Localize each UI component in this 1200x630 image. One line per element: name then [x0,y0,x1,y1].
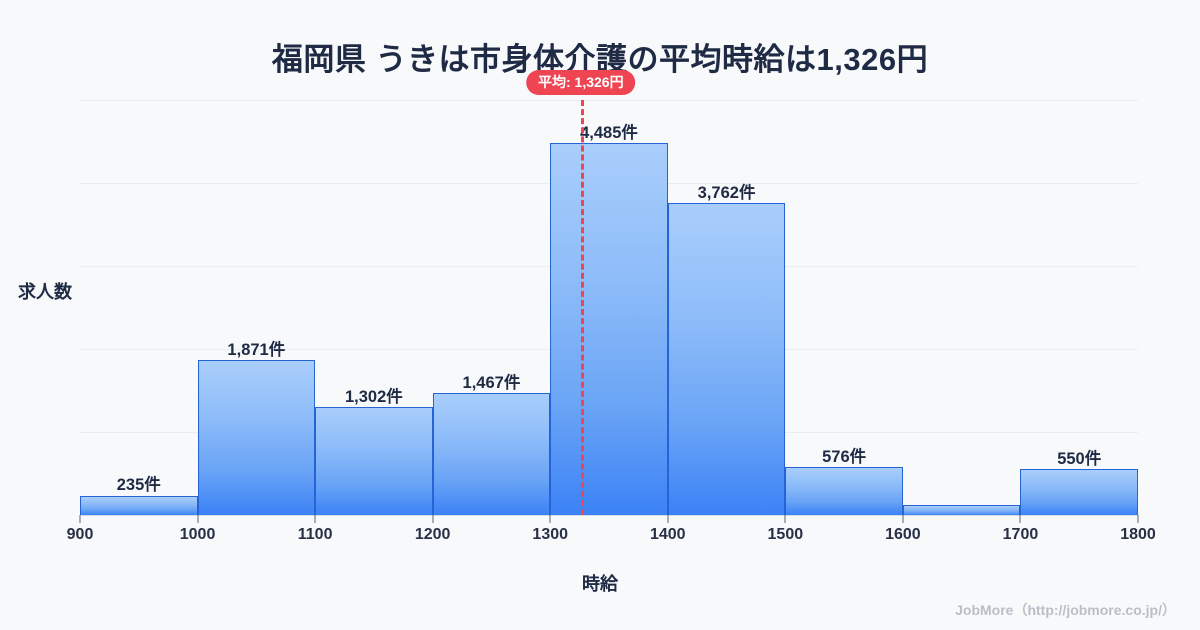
bar-value-label: 1,871件 [227,340,286,359]
watermark-credit: JobMore（http://jobmore.co.jp/） [955,602,1176,618]
x-tick-label: 1200 [414,526,451,543]
x-tick-mark [432,515,434,523]
x-tick-label: 1400 [649,526,686,543]
x-tick-label: 1100 [297,526,333,543]
x-tick-label: 1600 [885,526,921,543]
histogram-bar[interactable] [785,467,903,515]
x-tick-label: 1800 [1120,526,1156,543]
histogram-bar[interactable] [550,142,668,515]
bar-value-label: 576件 [822,448,867,467]
x-tick-label: 1000 [179,526,216,543]
x-tick-label: 1300 [532,526,569,543]
x-tick-mark [197,515,199,523]
histogram-bar[interactable] [1020,469,1138,515]
gridline [80,100,1138,101]
histogram-bar[interactable] [667,202,786,515]
bar-value-label: 3,762件 [697,183,756,202]
bar-value-label: 235件 [116,476,161,495]
x-tick-mark [549,515,551,523]
histogram-bar[interactable] [902,505,1021,515]
x-tick-label: 900 [66,526,94,543]
x-tick-label: 1700 [1002,526,1039,543]
bar-value-label: 550件 [1057,450,1102,469]
x-tick-mark [784,515,786,523]
x-tick-mark [902,515,904,523]
x-axis-title: 時給 [582,574,618,594]
plot-area: 235件 1,871件 1,302件 1,467件 4,485件 3,762件 576件 55… [80,70,1138,515]
bar-value-label: 4,485件 [580,123,638,142]
bar-value-label: 1,302件 [344,387,403,406]
x-tick-mark [79,515,81,523]
histogram-bar[interactable] [432,393,551,515]
histogram-bar[interactable] [315,406,433,515]
histogram-bar[interactable] [197,359,316,515]
average-badge: 平均: 1,326円 [525,70,636,95]
x-tick-mark [1137,515,1139,523]
average-line [580,100,584,515]
bar-value-label: 1,467件 [462,374,521,393]
x-tick-mark [1019,515,1021,523]
x-tick-mark [314,515,316,523]
x-tick-label: 1500 [767,526,804,543]
y-axis-title: 求人数 [18,282,72,302]
histogram-bar[interactable] [80,495,198,515]
x-axis-baseline [80,515,1138,516]
x-tick-mark [667,515,669,523]
